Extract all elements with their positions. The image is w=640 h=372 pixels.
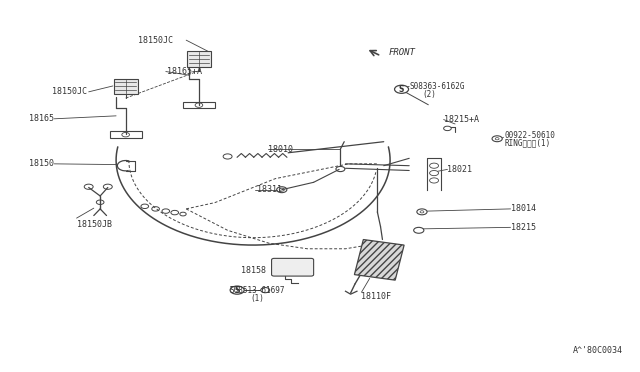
Circle shape	[429, 163, 438, 168]
Text: (2): (2)	[422, 90, 436, 99]
Circle shape	[444, 126, 451, 131]
Bar	[187, 51, 211, 67]
Circle shape	[492, 136, 502, 142]
Circle shape	[230, 286, 244, 294]
Text: A^'80C0034: A^'80C0034	[573, 346, 623, 355]
Text: 18014: 18014	[511, 204, 536, 214]
Circle shape	[429, 178, 438, 183]
Text: 18150JB: 18150JB	[77, 220, 111, 229]
FancyBboxPatch shape	[271, 259, 314, 276]
Text: 18311: 18311	[257, 185, 282, 194]
Circle shape	[417, 209, 427, 215]
Circle shape	[394, 85, 408, 93]
Text: RINGリング(1): RINGリング(1)	[505, 139, 551, 148]
Bar	[109, 131, 141, 138]
Text: S08513-61697: S08513-61697	[230, 286, 285, 295]
Text: (1): (1)	[250, 294, 264, 303]
Text: 18165+A: 18165+A	[167, 67, 202, 76]
Text: 18110F: 18110F	[362, 292, 392, 301]
Bar	[113, 78, 138, 94]
Text: FRONT: FRONT	[389, 48, 416, 57]
Text: S08363-6162G: S08363-6162G	[409, 82, 465, 91]
Text: S: S	[234, 286, 240, 295]
Text: 18215+A: 18215+A	[444, 115, 479, 124]
Text: 18165: 18165	[29, 114, 54, 123]
Circle shape	[429, 170, 438, 176]
Text: 00922-50610: 00922-50610	[505, 131, 556, 140]
Text: 18158: 18158	[241, 266, 266, 275]
Text: S: S	[399, 85, 404, 94]
Circle shape	[413, 227, 424, 233]
Polygon shape	[355, 240, 404, 280]
Text: 18215: 18215	[511, 223, 536, 232]
Text: 18150: 18150	[29, 159, 54, 169]
Text: 18010: 18010	[268, 145, 292, 154]
Text: 18150JC: 18150JC	[138, 36, 173, 45]
Text: 18021: 18021	[447, 165, 472, 174]
Circle shape	[260, 288, 269, 293]
Text: 18150JC: 18150JC	[52, 87, 88, 96]
Bar	[183, 102, 215, 109]
